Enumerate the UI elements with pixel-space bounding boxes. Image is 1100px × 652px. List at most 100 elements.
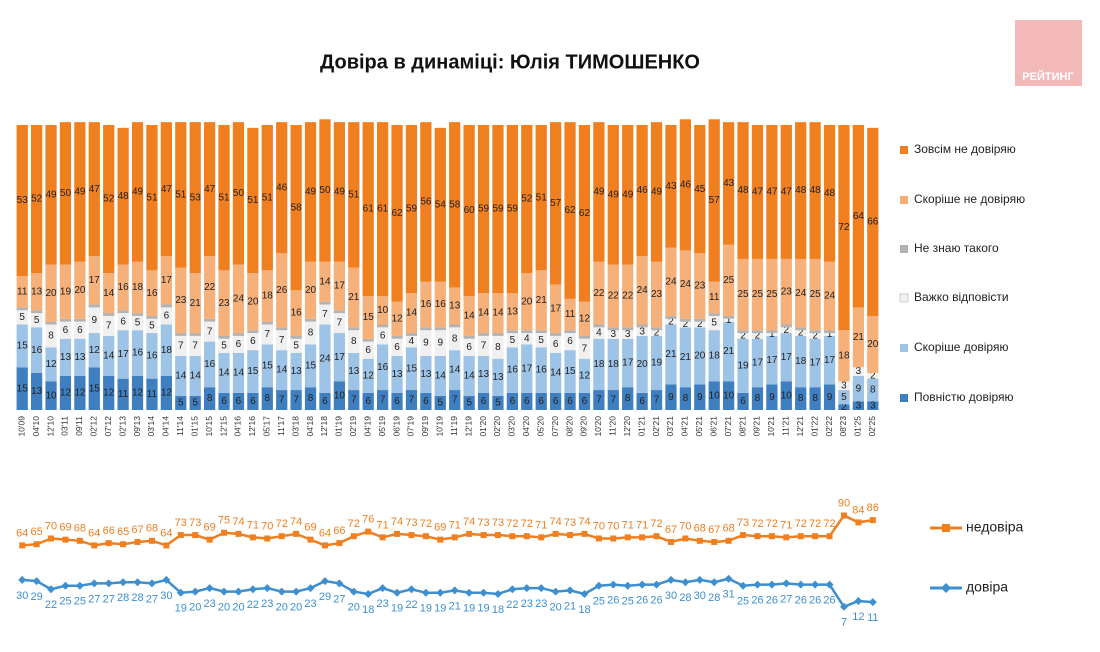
value-label: 12 (579, 313, 591, 324)
bar-segment (679, 250, 691, 319)
value-label: 48 (824, 188, 836, 199)
value-label: 54 (435, 199, 447, 210)
bar-segment (795, 387, 807, 410)
bar-segment (247, 127, 259, 274)
value-label: 5 (34, 315, 40, 326)
bar-segment (204, 318, 216, 322)
bar-segment (74, 338, 86, 376)
value-label: 62 (564, 205, 576, 216)
bar-segment (852, 367, 864, 376)
bar-segment (823, 261, 836, 331)
value-label: 12 (579, 370, 591, 381)
bar-segment (16, 310, 28, 325)
value-label: 6 (164, 311, 170, 322)
x-tick-label: 10'21 (766, 416, 776, 437)
marker (205, 584, 214, 593)
value-label: 18 (492, 604, 504, 616)
value-label: 5 (841, 392, 847, 403)
value-label: 14 (276, 365, 288, 376)
legend-swatch (899, 293, 909, 303)
bar-segment (261, 387, 273, 410)
marker (869, 517, 876, 524)
bar-segment (304, 261, 317, 319)
marker (379, 534, 386, 541)
bar-segment (708, 330, 720, 382)
marker (826, 533, 833, 540)
value-label: 20 (218, 602, 230, 614)
value-label: 27 (146, 593, 158, 605)
marker (652, 580, 661, 589)
bar-segment (636, 125, 648, 257)
value-label: 51 (175, 189, 187, 200)
bar-segment (521, 344, 533, 393)
bar-segment (175, 122, 187, 268)
value-label: 59 (406, 204, 418, 215)
value-label: 24 (680, 279, 692, 290)
bar-segment (420, 281, 432, 328)
value-label: 73 (175, 517, 187, 529)
value-label: 13 (420, 369, 432, 380)
marker (422, 533, 429, 540)
bar-segment (160, 307, 172, 325)
bar-segment (463, 395, 475, 410)
value-label: 21 (190, 298, 202, 309)
bar-segment (723, 318, 735, 322)
marker (725, 537, 732, 544)
value-label: 7 (265, 329, 271, 340)
value-label: 11 (709, 292, 720, 303)
value-label: 28 (679, 592, 691, 604)
value-label: 15 (262, 360, 274, 371)
value-label: 72 (276, 518, 288, 530)
value-label: 20 (290, 602, 302, 614)
x-tick-label: 01'19 (334, 416, 344, 437)
bar-segment (348, 327, 360, 331)
marker (277, 587, 286, 596)
bar-segment (665, 384, 677, 410)
value-label: 1 (827, 329, 833, 340)
value-label: 17 (550, 303, 562, 314)
value-label: 71 (247, 519, 259, 531)
x-tick-label: 06'19 (391, 416, 401, 437)
value-label: 6 (365, 345, 371, 356)
value-label: 22 (204, 282, 216, 293)
value-label: 22 (608, 291, 620, 302)
value-label: 13 (31, 286, 43, 297)
x-tick-label: 03'20 (507, 416, 517, 437)
bar-segment (723, 244, 735, 316)
marker (466, 530, 473, 537)
value-label: 69 (434, 522, 446, 534)
marker (494, 532, 501, 539)
value-label: 5 (495, 398, 501, 409)
x-tick-label: 04'10 (31, 416, 41, 437)
marker (783, 534, 790, 541)
x-tick-label: 06'21 (708, 416, 718, 437)
bar-segment (391, 355, 403, 393)
value-label: 47 (752, 187, 764, 198)
bar-segment (751, 338, 764, 388)
bar-segment (189, 122, 201, 274)
bar-segment (535, 270, 547, 331)
value-label: 21 (665, 349, 677, 360)
value-label: 13 (391, 369, 403, 380)
bar-segment (247, 350, 259, 393)
bar-segment (16, 367, 28, 410)
logo-text: РЕЙТИНГ (1022, 70, 1074, 83)
value-label: 21 (853, 332, 865, 343)
bar-segment (593, 261, 605, 325)
value-label: 22 (405, 599, 417, 611)
bar-segment (434, 355, 446, 396)
bar-segment (333, 122, 345, 262)
value-label: 6 (510, 396, 516, 407)
bar-segment (492, 335, 504, 359)
value-label: 7 (351, 395, 357, 406)
value-label: 59 (492, 204, 504, 215)
legend-label: Скоріше не довіряю (914, 192, 1025, 206)
x-tick-label: 10'19 (435, 416, 445, 437)
value-label: 15 (17, 341, 29, 352)
value-label: 72 (795, 518, 807, 530)
value-label: 23 (261, 598, 273, 610)
value-label: 14 (233, 368, 245, 379)
bar-segment (578, 358, 591, 393)
value-label: 73 (492, 517, 504, 529)
bar-segment (780, 258, 792, 325)
